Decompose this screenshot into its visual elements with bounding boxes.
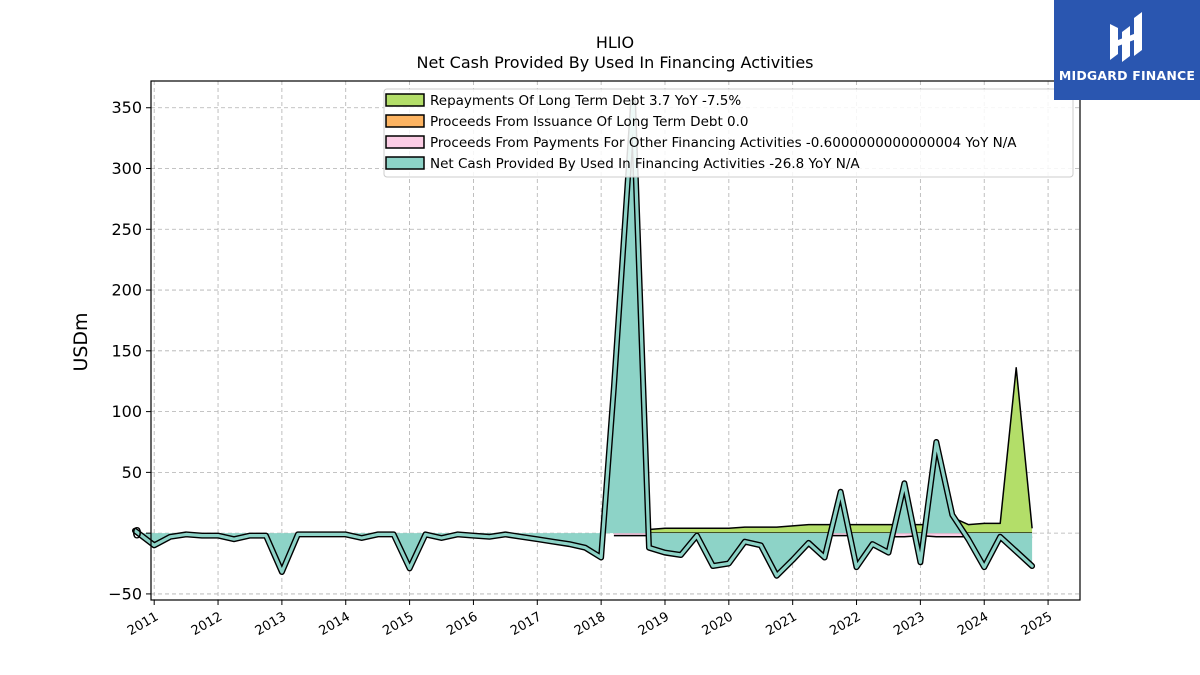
- x-tick-label: 2021: [764, 609, 800, 639]
- x-tick-label: 2013: [253, 609, 289, 639]
- series-line-repayments: [613, 367, 1033, 531]
- series-line-net-cash: [133, 100, 1034, 578]
- x-tick-label: 2023: [891, 609, 927, 639]
- x-tick-label: 2024: [955, 609, 991, 639]
- x-tick-label: 2022: [827, 609, 863, 639]
- chart-title: HLIO: [596, 33, 634, 52]
- x-tick-label: 2014: [317, 609, 353, 639]
- plot-area: [132, 98, 1036, 579]
- legend-label-net-cash: Net Cash Provided By Used In Financing A…: [430, 156, 860, 172]
- x-tick-label: 2011: [125, 609, 161, 639]
- y-tick-label: 150: [111, 341, 142, 360]
- x-tick-label: 2016: [444, 609, 480, 639]
- legend-label-other-financing: Proceeds From Payments For Other Financi…: [430, 135, 1017, 151]
- legend-swatch-other-financing: [385, 135, 425, 149]
- legend-swatch-repayments: [385, 93, 425, 107]
- legend: Repayments Of Long Term Debt 3.7 YoY -7.…: [383, 88, 1074, 178]
- legend-label-repayments: Repayments Of Long Term Debt 3.7 YoY -7.…: [430, 93, 741, 109]
- y-tick-label: 0: [132, 524, 142, 543]
- midgard-logo-icon: [1110, 12, 1142, 62]
- x-tick-label: 2015: [380, 609, 416, 639]
- x-tick-label: 2019: [636, 609, 672, 639]
- y-tick-label: 350: [111, 98, 142, 117]
- x-tick-label: 2012: [189, 609, 225, 639]
- legend-swatch-net-cash: [385, 156, 425, 170]
- legend-frame: [383, 88, 1074, 178]
- y-tick-label: 50: [122, 463, 142, 482]
- legend-label-issuance: Proceeds From Issuance Of Long Term Debt…: [430, 114, 749, 130]
- series-fill-repayments: [613, 367, 1033, 534]
- y-tick-label: 200: [111, 281, 142, 300]
- y-axis-ticks: −50 0 50 100 150 200 250 300 350: [108, 98, 151, 603]
- axes-frame: [150, 80, 1081, 601]
- x-tick-label: 2020: [700, 609, 736, 639]
- y-tick-label: 250: [111, 220, 142, 239]
- series-fill-net-cash: [135, 101, 1033, 576]
- y-tick-label: −50: [108, 584, 142, 603]
- chart-subtitle: Net Cash Provided By Used In Financing A…: [416, 53, 813, 72]
- x-axis-ticks: 2011 2012 2013 2014 2015 2016 2017 2018 2019 2020…: [125, 600, 1055, 639]
- x-tick-label: 2017: [508, 609, 544, 639]
- x-tick-label: 2018: [572, 609, 608, 639]
- x-tick-label: 2025: [1019, 609, 1055, 639]
- brand-name: MIDGARD FINANCE: [1058, 68, 1196, 83]
- y-tick-label: 100: [111, 402, 142, 421]
- legend-swatch-issuance: [385, 114, 425, 128]
- y-axis-label: USDm: [70, 312, 92, 371]
- y-tick-label: 300: [111, 159, 142, 178]
- brand-logo: MIDGARD FINANCE: [1054, 0, 1200, 100]
